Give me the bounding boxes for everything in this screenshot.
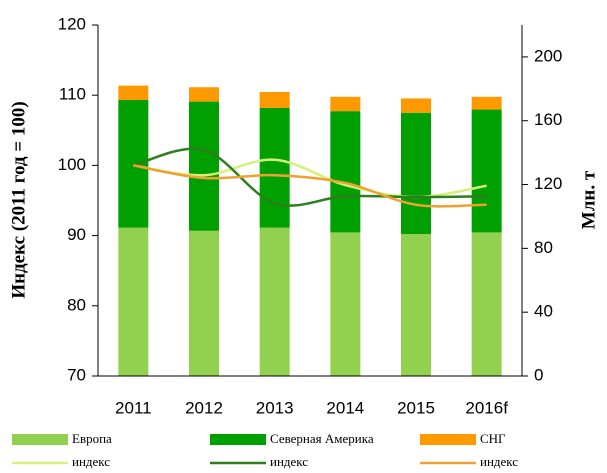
- y2-tick-label: 120: [534, 174, 562, 193]
- line: [133, 147, 487, 207]
- bar: [401, 234, 431, 376]
- legend-label: индекс: [480, 454, 518, 469]
- legend-label: Европа: [72, 431, 112, 446]
- legend-swatch: [12, 434, 68, 445]
- bar: [118, 227, 149, 376]
- legend-label: индекс: [72, 454, 110, 469]
- y-tick-label: 100: [58, 155, 86, 174]
- x-tick-label: 2011: [115, 398, 152, 417]
- x-tick-label: 2014: [326, 398, 364, 417]
- x-tick-label: 2012: [185, 398, 223, 417]
- bar: [259, 92, 290, 108]
- x-tick-label: 2013: [256, 398, 294, 417]
- legend-label: СНГ: [480, 431, 506, 446]
- y-tick-label: 80: [67, 295, 86, 314]
- bar: [471, 96, 502, 110]
- x-tick-label: 2016f: [465, 398, 508, 417]
- bar: [118, 99, 149, 228]
- y2-tick-label: 200: [534, 46, 562, 65]
- y-tick-label: 120: [58, 14, 86, 33]
- x-tick-label: 2015: [397, 398, 435, 417]
- legend-swatch: [210, 434, 266, 445]
- bar: [189, 101, 219, 231]
- bar: [330, 111, 361, 233]
- bar: [189, 230, 219, 376]
- y-tick-label: 90: [67, 225, 86, 244]
- legend-label: Северная Америка: [270, 431, 374, 446]
- line: [133, 164, 487, 208]
- y-tick-label: 70: [67, 365, 86, 384]
- y2-tick-label: 0: [534, 365, 543, 384]
- bar: [189, 87, 219, 102]
- y2-tick-label: 80: [534, 238, 553, 257]
- legend-label: индекс: [270, 454, 308, 469]
- legend-swatch: [420, 434, 476, 445]
- y2-axis-label: Млн. т: [578, 170, 599, 229]
- bar: [401, 98, 431, 113]
- bar: [330, 232, 361, 376]
- bar: [118, 85, 149, 100]
- bar: [259, 227, 290, 376]
- bar: [471, 232, 502, 376]
- y-tick-label: 110: [59, 85, 86, 104]
- y2-tick-label: 160: [534, 110, 562, 129]
- bar: [330, 96, 361, 112]
- y-axis-label: Индекс (2011 год = 100): [8, 101, 29, 298]
- bar: [471, 109, 502, 233]
- bar: [259, 107, 290, 228]
- y2-tick-label: 40: [534, 302, 553, 321]
- bar: [401, 112, 431, 235]
